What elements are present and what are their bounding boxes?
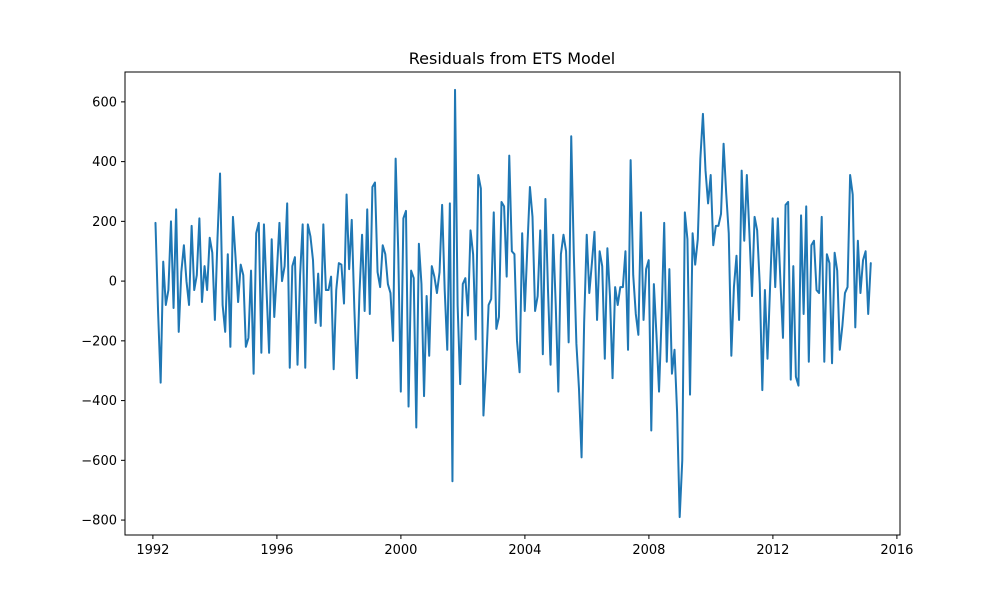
x-tick-label: 2000	[384, 543, 417, 558]
y-tick-label: −400	[81, 394, 117, 409]
x-tick-label: 2008	[632, 543, 665, 558]
y-tick-label: 600	[92, 95, 117, 110]
y-tick-label: 0	[109, 275, 117, 290]
x-tick-label: 1992	[136, 543, 169, 558]
axes-frame	[124, 71, 901, 536]
y-tick-label: 400	[92, 155, 117, 170]
residuals-series-line	[154, 88, 872, 519]
x-tick-label: 2016	[880, 543, 913, 558]
y-tick-label: −800	[81, 514, 117, 529]
y-tick-label: −600	[81, 454, 117, 469]
chart-title: Residuals from ETS Model	[409, 49, 615, 68]
x-tick-label: 2012	[756, 543, 789, 558]
y-tick-label: −200	[81, 334, 117, 349]
y-tick-label: 200	[92, 215, 117, 230]
x-tick-label: 2004	[508, 543, 541, 558]
x-tick-label: 1996	[260, 543, 293, 558]
y-axis: 600 400 200 0 −200 −400 −600 −800	[81, 95, 125, 529]
plot-area	[154, 88, 872, 519]
x-axis: 1992 1996 2000 2004 2008 2012 2016	[136, 535, 913, 558]
